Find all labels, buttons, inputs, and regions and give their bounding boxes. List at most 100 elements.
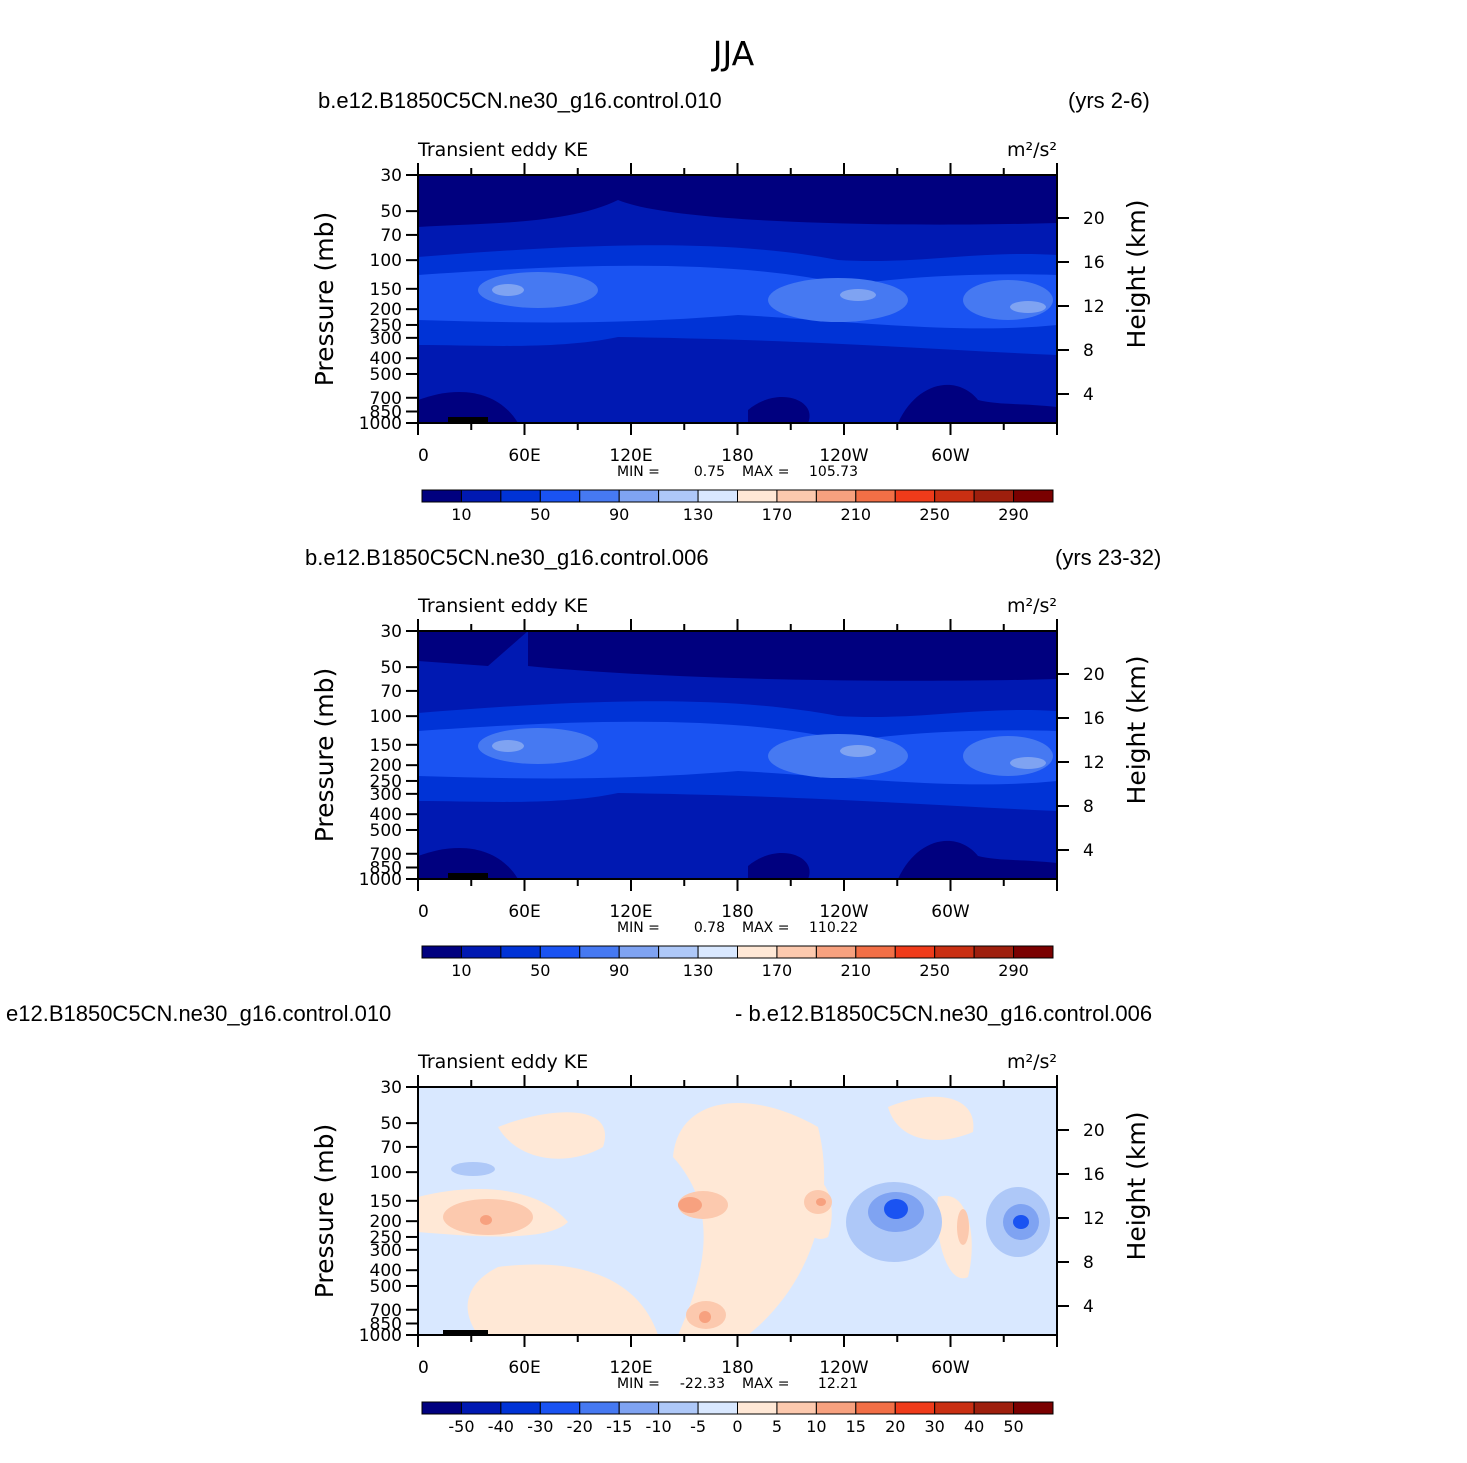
y-tick-label: 100 xyxy=(370,707,402,727)
y-tick-label: 1000 xyxy=(359,1326,402,1346)
max-label: MAX = xyxy=(742,920,789,936)
y2-tick-label: 4 xyxy=(1083,841,1094,861)
y2-tick-label: 16 xyxy=(1083,709,1105,729)
max-value: 105.73 xyxy=(809,464,858,480)
colorbar-box xyxy=(934,1401,975,1415)
colorbar-box xyxy=(500,945,541,959)
colorbar-label: 210 xyxy=(841,505,872,524)
field-positive-max-1 xyxy=(678,1197,702,1213)
y-tick-label: 850 xyxy=(370,1315,402,1335)
colorbar-box xyxy=(776,489,817,503)
y-tick-label: 1000 xyxy=(359,870,402,890)
y2-tick-label: 4 xyxy=(1083,385,1094,405)
colorbar-label: 30 xyxy=(925,1417,945,1436)
field-jet-core-2 xyxy=(963,280,1053,320)
case-years: (yrs 2-6) xyxy=(1068,88,1150,113)
colorbar-box xyxy=(658,489,699,503)
colorbar-label: -5 xyxy=(690,1417,706,1436)
y-tick-label: 700 xyxy=(370,1301,402,1321)
contour-field xyxy=(418,631,1057,879)
colorbar-label: -40 xyxy=(488,1417,514,1436)
colorbar-box xyxy=(658,945,699,959)
colorbar-box xyxy=(539,489,581,503)
colorbar-box xyxy=(1013,1401,1054,1415)
units-label: m²/s² xyxy=(1007,139,1057,161)
case-name: e12.B1850C5CN.ne30_g16.control.010 xyxy=(6,1001,391,1026)
colorbar-box xyxy=(894,1401,936,1415)
field-jet-max-2 xyxy=(1010,301,1046,313)
field-jet-core-2 xyxy=(963,736,1053,776)
field-surface-patch-1 xyxy=(748,853,810,879)
case-name: b.e12.B1850C5CN.ne30_g16.control.010 xyxy=(318,88,722,113)
y2-tick-label: 12 xyxy=(1083,297,1105,317)
colorbar-box xyxy=(500,1401,541,1415)
case-years: - b.e12.B1850C5CN.ne30_g16.control.006 xyxy=(735,1001,1152,1026)
colorbar-box xyxy=(421,1401,462,1415)
panel-2: e12.B1850C5CN.ne30_g16.control.010 - b.e1… xyxy=(6,1001,1152,1436)
y-tick-label: 50 xyxy=(380,202,402,222)
field-stratosphere-band xyxy=(418,175,1057,227)
y-tick-label: 500 xyxy=(370,821,402,841)
field-jet-core-0 xyxy=(478,728,598,764)
max-value: 110.22 xyxy=(809,920,858,936)
y2-tick-label: 8 xyxy=(1083,1253,1094,1273)
colorbar-box xyxy=(894,489,936,503)
units-label: m²/s² xyxy=(1007,1051,1057,1073)
field-jet-core-1 xyxy=(768,278,908,322)
y-tick-label: 500 xyxy=(370,365,402,385)
colorbar-box xyxy=(855,1401,896,1415)
x-tick-label: 120E xyxy=(609,446,652,466)
colorbar-box xyxy=(894,945,936,959)
colorbar-box xyxy=(776,945,817,959)
colorbar-label: 40 xyxy=(964,1417,984,1436)
x-tick-label: 180 xyxy=(721,902,753,922)
case-years: (yrs 23-32) xyxy=(1055,545,1161,570)
field-topography xyxy=(448,417,488,423)
y-axis-title: Pressure (mb) xyxy=(310,1124,339,1298)
x-tick-label: 60E xyxy=(508,1358,540,1378)
variable-label: Transient eddy KE xyxy=(417,595,588,617)
x-tick-label: 120W xyxy=(819,902,868,922)
case-name: b.e12.B1850C5CN.ne30_g16.control.006 xyxy=(305,545,709,570)
y-tick-label: 400 xyxy=(370,805,402,825)
y-tick-label: 70 xyxy=(380,682,402,702)
y-tick-label: 300 xyxy=(370,1241,402,1261)
colorbar-box xyxy=(973,489,1015,503)
y-tick-label: 700 xyxy=(370,845,402,865)
field-positive-max-2 xyxy=(816,1198,826,1206)
colorbar-box xyxy=(579,489,620,503)
y-tick-label: 100 xyxy=(370,251,402,271)
y-tick-label: 400 xyxy=(370,349,402,369)
y-tick-label: 150 xyxy=(370,1192,402,1212)
colorbar-box xyxy=(539,1401,581,1415)
min-label: MIN = xyxy=(617,920,660,936)
colorbar-box xyxy=(855,945,896,959)
field-topography xyxy=(448,873,488,879)
colorbar-box xyxy=(500,489,541,503)
colorbar-label: 10 xyxy=(451,961,471,980)
y-tick-label: 200 xyxy=(370,1212,402,1232)
colorbar-box xyxy=(855,489,896,503)
y-axis-title: Pressure (mb) xyxy=(310,668,339,842)
y2-axis-title: Height (km) xyxy=(1122,200,1151,349)
y-tick-label: 50 xyxy=(380,1114,402,1134)
x-tick-label: 0 xyxy=(418,446,429,466)
variable-label: Transient eddy KE xyxy=(417,139,588,161)
y-tick-label: 1000 xyxy=(359,414,402,434)
field-jet-max-0 xyxy=(492,740,524,752)
y2-tick-label: 8 xyxy=(1083,341,1094,361)
colorbar-label: 170 xyxy=(762,505,793,524)
colorbar-label: 0 xyxy=(732,1417,742,1436)
min-value: 0.75 xyxy=(694,464,725,480)
y-tick-label: 30 xyxy=(380,1078,402,1098)
y-tick-label: 250 xyxy=(370,772,402,792)
figure-title: JJA xyxy=(712,34,755,73)
colorbar-box xyxy=(421,489,462,503)
y2-axis-title: Height (km) xyxy=(1122,1112,1151,1261)
x-tick-label: 60W xyxy=(931,902,970,922)
field-positive-core-4 xyxy=(957,1209,969,1245)
min-value: -22.33 xyxy=(680,1376,725,1392)
y-tick-label: 30 xyxy=(380,166,402,186)
x-tick-label: 0 xyxy=(418,902,429,922)
y-axis-title: Pressure (mb) xyxy=(310,212,339,386)
